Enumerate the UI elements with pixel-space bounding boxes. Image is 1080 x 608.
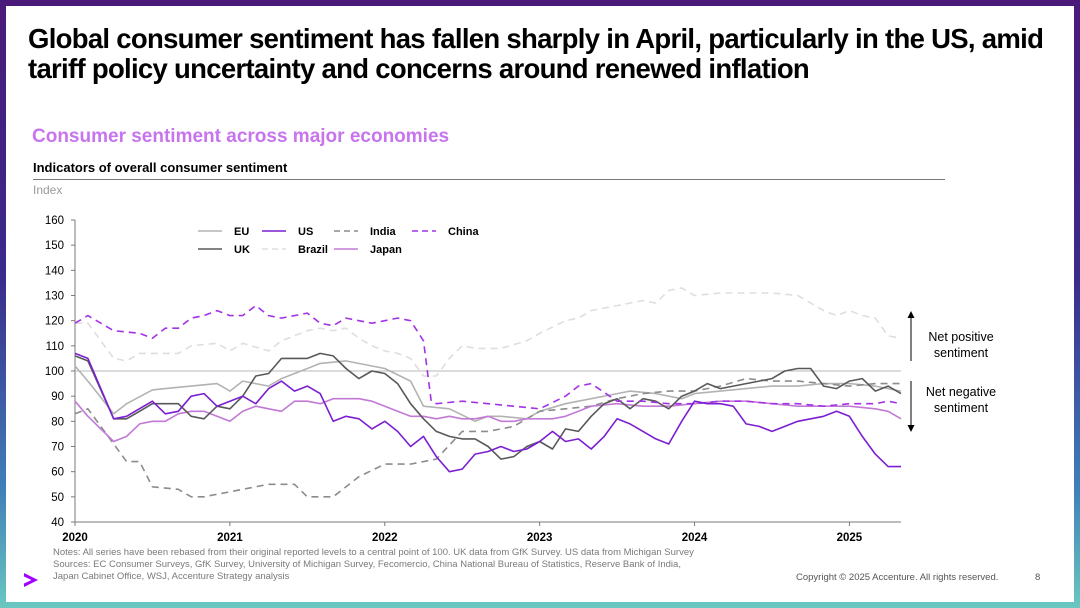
footnote-line: Notes: All series have been rebased from…: [53, 547, 694, 558]
y-tick-label: 50: [51, 492, 64, 504]
unit-label: Index: [33, 183, 63, 197]
y-tick-label: 150: [45, 240, 64, 252]
y-tick-label: 140: [45, 265, 64, 277]
y-tick-label: 120: [45, 316, 64, 328]
x-tick-label: 2023: [527, 532, 553, 544]
series-line-china: [74, 304, 902, 410]
series-line-us: [74, 352, 901, 473]
copyright-text: Copyright © 2025 Accenture. All rights r…: [796, 572, 999, 583]
net-negative-label: Net negative: [926, 385, 996, 399]
heading-divider: [33, 179, 945, 180]
y-tick-label: 40: [51, 517, 64, 529]
footnote-line: Japan Cabinet Office, WSJ, Accenture Str…: [53, 571, 290, 582]
page-number: 8: [1035, 572, 1041, 583]
y-tick-label: 90: [51, 391, 64, 403]
footnote-line: Sources: EC Consumer Surveys, GfK Survey…: [53, 559, 681, 570]
x-tick-label: 2024: [682, 532, 708, 544]
series-line-eu: [74, 360, 902, 423]
footnotes: Notes: All series have been rebased from…: [53, 547, 694, 583]
chart-subtitle: Consumer sentiment across major economie…: [32, 126, 450, 147]
y-tick-label: 110: [46, 341, 64, 353]
x-tick-label: 2025: [837, 532, 863, 544]
y-tick-label: 130: [45, 291, 64, 303]
y-tick-label: 60: [51, 467, 64, 479]
y-tick-label: 160: [45, 215, 64, 227]
net-negative-label: sentiment: [934, 401, 989, 415]
legend-label-eu: EU: [234, 226, 249, 238]
series-line-india: [74, 377, 901, 498]
legend-label-uk: UK: [234, 244, 250, 256]
y-tick-label: 70: [51, 442, 64, 454]
y-tick-label: 80: [51, 416, 64, 428]
legend-label-us: US: [298, 226, 313, 238]
slide-title: Global consumer sentiment has fallen sha…: [28, 23, 1044, 84]
net-positive-label: sentiment: [934, 346, 989, 360]
series-line-uk: [74, 352, 902, 460]
series-line-japan: [74, 397, 902, 443]
legend-label-brazil: Brazil: [298, 244, 328, 256]
legend-label-china: China: [448, 226, 479, 238]
down-arrow-icon: [907, 425, 915, 432]
legend-label-japan: Japan: [370, 244, 402, 256]
slide-canvas: [6, 6, 1074, 602]
x-tick-label: 2020: [62, 532, 88, 544]
chart-heading: Indicators of overall consumer sentiment: [33, 160, 288, 175]
x-tick-label: 2021: [217, 532, 243, 544]
up-arrow-icon: [907, 311, 915, 318]
x-tick-label: 2022: [372, 532, 398, 544]
series-line-brazil: [75, 287, 902, 377]
y-tick-label: 100: [45, 366, 64, 378]
accenture-logo-icon: [24, 573, 38, 587]
net-positive-label: Net positive: [928, 330, 993, 344]
legend-label-india: India: [370, 226, 397, 238]
